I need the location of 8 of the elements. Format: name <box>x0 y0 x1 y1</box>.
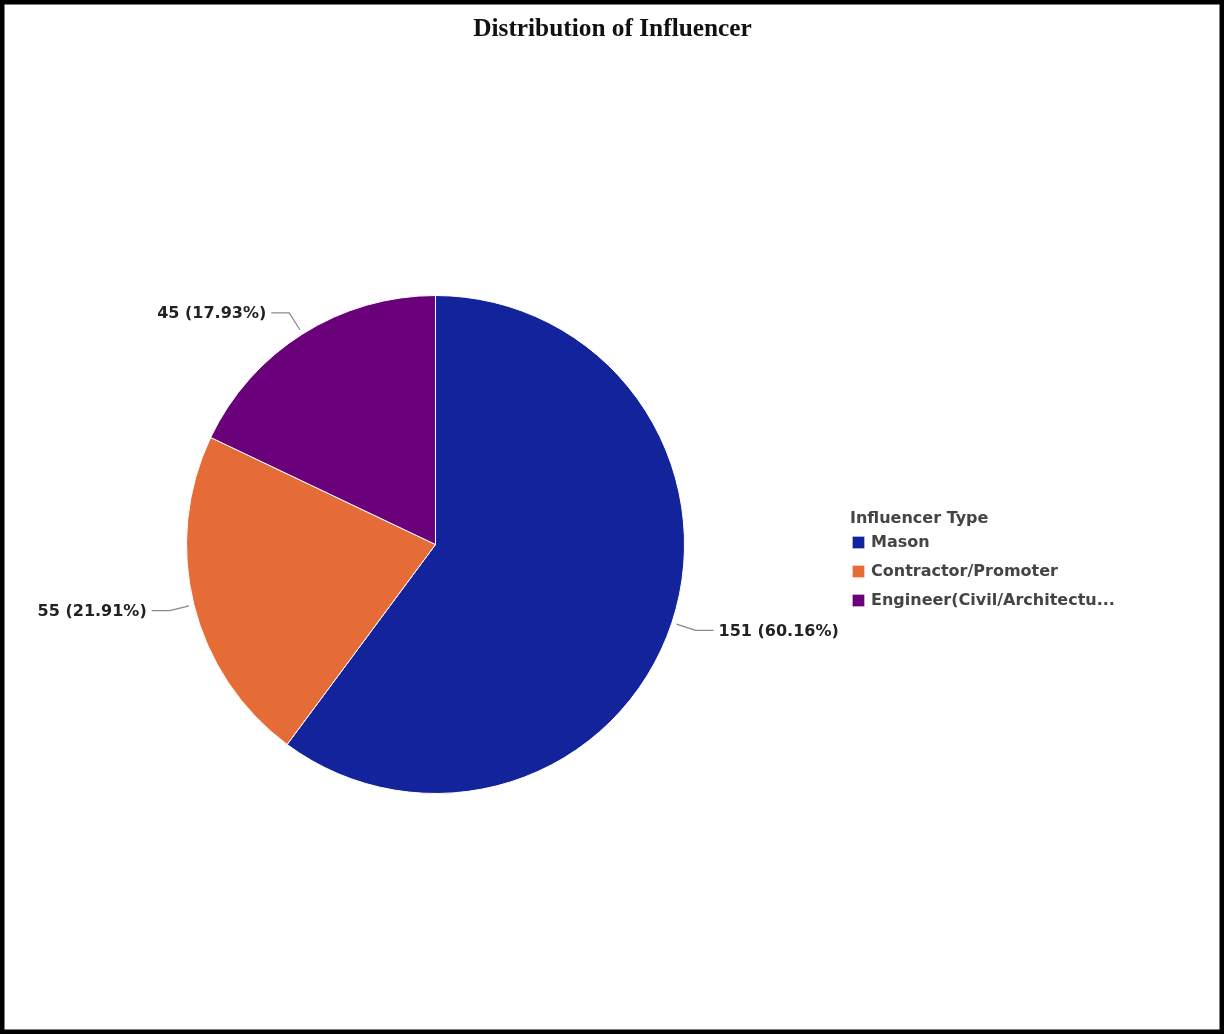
data-label: 151 (60.16%) <box>718 620 839 640</box>
legend-title: Influencer Type <box>850 508 990 527</box>
legend-label: Contractor/Promoter <box>871 561 1058 580</box>
data-label: 55 (21.91%) <box>37 601 147 621</box>
legend-label: Mason <box>871 532 930 551</box>
legend-label: Engineer(Civil/Architectu... <box>871 590 1115 609</box>
chart-title: Distribution of Influencer <box>473 12 752 41</box>
data-label: 45 (17.93%) <box>157 303 267 323</box>
